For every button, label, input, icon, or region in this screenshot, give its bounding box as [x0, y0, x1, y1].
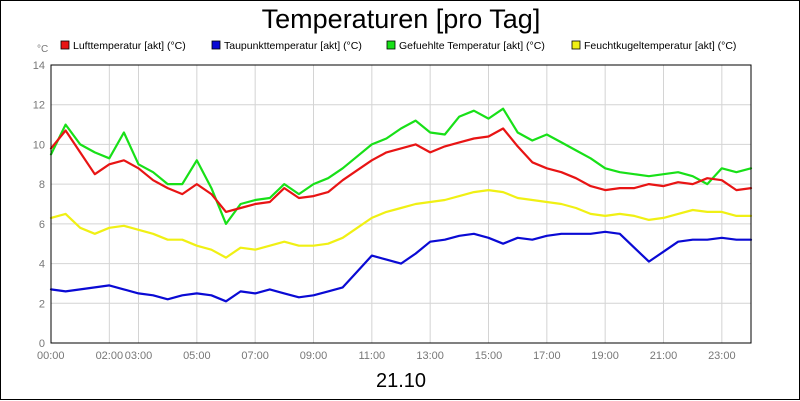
y-tick-label: 2: [39, 298, 45, 310]
y-axis-unit: °C: [37, 44, 48, 55]
y-tick-label: 12: [33, 100, 45, 112]
x-tick-label: 00:00: [37, 350, 65, 362]
y-tick-label: 14: [33, 60, 45, 72]
x-axis-ticks: 00:00 02:00 03:00 05:00 07:00 09:00 11:00 13:00…: [37, 350, 736, 362]
legend-swatch-3: [571, 40, 581, 50]
y-axis-ticks: 0 2 4 6 8 10 12 14: [33, 60, 45, 350]
x-tick-label: 15:00: [475, 350, 503, 362]
plot-area: [51, 65, 751, 343]
x-tick-label: 11:00: [358, 350, 385, 362]
series-line-3: [49, 189, 753, 259]
y-tick-label: 4: [39, 259, 45, 271]
x-tick-label: 13:00: [416, 350, 444, 362]
y-tick-label: 6: [39, 219, 45, 231]
x-tick-label: 19:00: [591, 350, 619, 362]
plot-border: [50, 64, 752, 344]
y-tick-label: 0: [39, 338, 45, 350]
legend-swatch-1: [211, 40, 221, 50]
chart-title: Temperaturen [pro Tag]: [262, 4, 541, 34]
x-tick-label: 21:00: [650, 350, 678, 362]
legend-label-3: Feuchtkugeltemperatur [akt] (°C): [584, 40, 736, 52]
x-tick-label: 05:00: [183, 350, 211, 362]
x-tick-label: 07:00: [241, 350, 269, 362]
legend-swatch-0: [60, 40, 70, 50]
legend-swatch-2: [386, 40, 396, 50]
x-tick-label: 09:00: [300, 350, 328, 362]
legend-label-2: Gefuehlte Temperatur [akt] (°C): [399, 40, 545, 52]
y-tick-label: 10: [33, 139, 45, 151]
series-layer: [49, 107, 753, 303]
x-tick-label: 02:00: [96, 350, 124, 362]
series-line-2: [49, 107, 753, 225]
y-tick-label: 8: [39, 179, 45, 191]
x-tick-label: 23:00: [708, 350, 736, 362]
series-line-1: [49, 230, 753, 303]
legend-label-0: Lufttemperatur [akt] (°C): [73, 40, 186, 52]
legend-label-1: Taupunkttemperatur [akt] (°C): [224, 40, 362, 52]
series-line-0: [49, 127, 753, 213]
x-tick-label: 17:00: [533, 350, 561, 362]
x-tick-label: 03:00: [125, 350, 153, 362]
grid: [51, 65, 751, 343]
legend: Lufttemperatur [akt] (°C) Taupunkttempera…: [60, 40, 736, 52]
x-axis-label: 21.10: [376, 370, 426, 392]
